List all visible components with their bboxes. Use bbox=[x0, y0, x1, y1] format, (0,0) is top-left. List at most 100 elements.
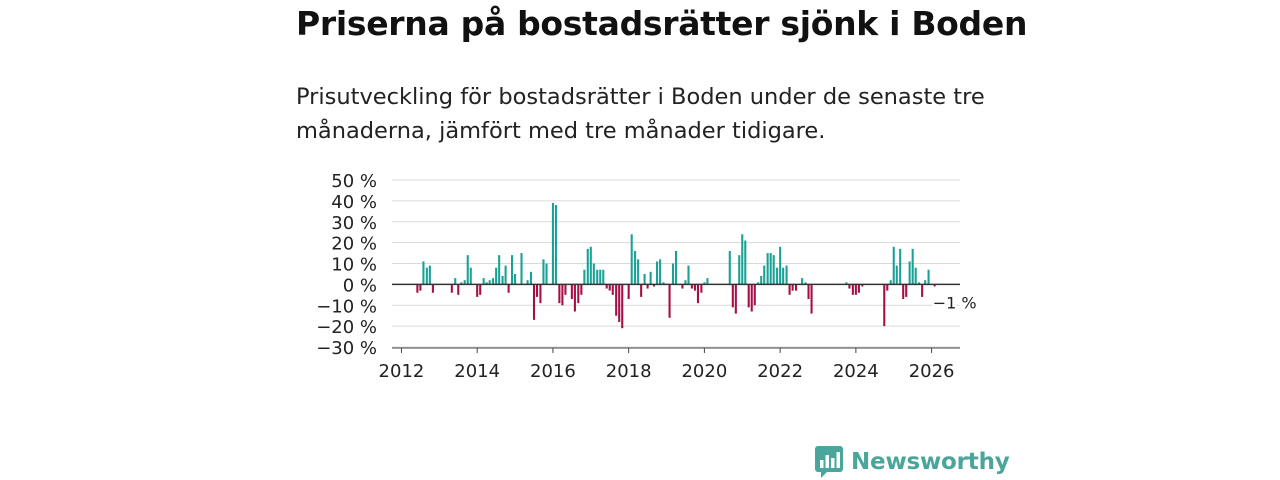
bar-positive bbox=[428, 265, 431, 285]
bar-positive bbox=[744, 240, 747, 285]
bar-positive bbox=[671, 263, 675, 285]
y-tick-label: 40 % bbox=[331, 192, 377, 213]
bar-negative bbox=[605, 284, 608, 289]
bar-positive bbox=[899, 248, 902, 285]
bar-positive bbox=[551, 202, 554, 285]
bar-positive bbox=[656, 261, 659, 285]
chart-subtitle: Prisutveckling för bostadsrätter i Boden… bbox=[296, 84, 985, 144]
bar-positive bbox=[892, 246, 895, 285]
bar-positive bbox=[510, 255, 514, 285]
y-tick-label: 30 % bbox=[331, 213, 377, 234]
bar-negative bbox=[479, 284, 482, 295]
bar-negative bbox=[848, 284, 851, 289]
bar-negative bbox=[794, 284, 798, 291]
bar-positive bbox=[498, 255, 501, 285]
last-value-annotation: −1 % bbox=[933, 293, 977, 312]
bar-negative bbox=[416, 284, 419, 293]
bar-positive bbox=[703, 282, 706, 285]
bar-negative bbox=[450, 284, 453, 293]
bar-negative bbox=[788, 284, 791, 295]
bar-positive bbox=[662, 282, 665, 285]
bar-positive bbox=[520, 253, 523, 285]
bar-positive bbox=[911, 248, 914, 285]
bar-positive bbox=[529, 271, 533, 285]
bar-positive bbox=[760, 276, 763, 285]
bar-positive bbox=[924, 280, 927, 285]
bar-positive bbox=[927, 269, 930, 285]
bar-positive bbox=[466, 255, 469, 285]
bar-negative bbox=[580, 284, 583, 295]
bar-negative bbox=[608, 284, 611, 291]
bar-negative bbox=[621, 284, 624, 329]
bar-negative bbox=[618, 284, 621, 322]
x-tick-label: 2020 bbox=[681, 361, 727, 382]
bar-negative bbox=[731, 284, 734, 308]
y-tick-label: 20 % bbox=[331, 234, 377, 255]
bar-negative bbox=[532, 284, 536, 320]
bar-negative bbox=[857, 284, 860, 293]
bar-positive bbox=[602, 269, 605, 285]
bar-negative bbox=[561, 284, 564, 306]
bar-positive bbox=[501, 276, 504, 285]
bar-negative bbox=[861, 284, 864, 287]
bar-negative bbox=[570, 284, 573, 299]
bar-negative bbox=[535, 284, 539, 297]
bar-positive bbox=[422, 261, 425, 285]
x-tick-label: 2022 bbox=[757, 361, 803, 382]
bar-positive bbox=[908, 261, 911, 285]
bar-negative bbox=[753, 284, 756, 306]
y-tick-label: 0 % bbox=[343, 275, 377, 296]
bar-positive bbox=[769, 253, 772, 285]
bar-positive bbox=[706, 278, 709, 285]
x-tick-label: 2024 bbox=[833, 361, 879, 382]
bar-negative bbox=[539, 284, 542, 304]
bar-negative bbox=[419, 284, 422, 291]
bar-positive bbox=[526, 280, 529, 285]
bar-positive bbox=[599, 269, 602, 285]
bar-positive bbox=[634, 250, 637, 285]
bar-negative bbox=[577, 284, 580, 304]
bar-positive bbox=[589, 246, 592, 285]
logo-chart-icon bbox=[815, 446, 843, 478]
y-tick-label: −10 % bbox=[316, 296, 377, 317]
bar-negative bbox=[627, 284, 630, 299]
bar-positive bbox=[659, 259, 662, 285]
bar-positive bbox=[785, 265, 788, 285]
bar-positive bbox=[674, 250, 678, 285]
bar-positive bbox=[728, 250, 731, 285]
bar-negative bbox=[615, 284, 618, 316]
bar-positive bbox=[492, 278, 495, 285]
bar-negative bbox=[696, 284, 700, 304]
bar-positive bbox=[504, 265, 507, 285]
bar-negative bbox=[652, 284, 656, 287]
bar-negative bbox=[807, 284, 810, 299]
bar-negative bbox=[646, 284, 649, 289]
bar-positive bbox=[763, 265, 766, 285]
newsworthy-logo: Newsworthy bbox=[815, 446, 1010, 478]
bar-negative bbox=[851, 284, 854, 295]
bar-positive bbox=[637, 259, 640, 285]
bar-positive bbox=[776, 267, 779, 285]
bar-positive bbox=[779, 246, 782, 285]
bar-negative bbox=[507, 284, 510, 293]
bar-negative bbox=[750, 284, 753, 312]
y-tick-label: 10 % bbox=[331, 255, 377, 276]
bar-positive bbox=[643, 273, 646, 285]
y-tick-label: −20 % bbox=[316, 317, 377, 338]
bar-negative bbox=[573, 284, 576, 312]
bar-positive bbox=[554, 205, 558, 285]
bar-positive bbox=[741, 234, 744, 285]
bar-positive bbox=[463, 280, 466, 285]
bar-positive bbox=[804, 282, 807, 285]
x-tick-label: 2018 bbox=[606, 361, 652, 382]
bar-positive bbox=[895, 265, 898, 285]
bar-positive bbox=[766, 253, 769, 285]
bar-positive bbox=[542, 259, 545, 285]
bar-negative bbox=[611, 284, 614, 295]
bar-positive bbox=[460, 282, 463, 285]
bar-positive bbox=[454, 278, 457, 285]
bar-negative bbox=[921, 284, 924, 297]
bar-positive bbox=[485, 282, 488, 285]
x-tick-label: 2026 bbox=[909, 361, 955, 382]
